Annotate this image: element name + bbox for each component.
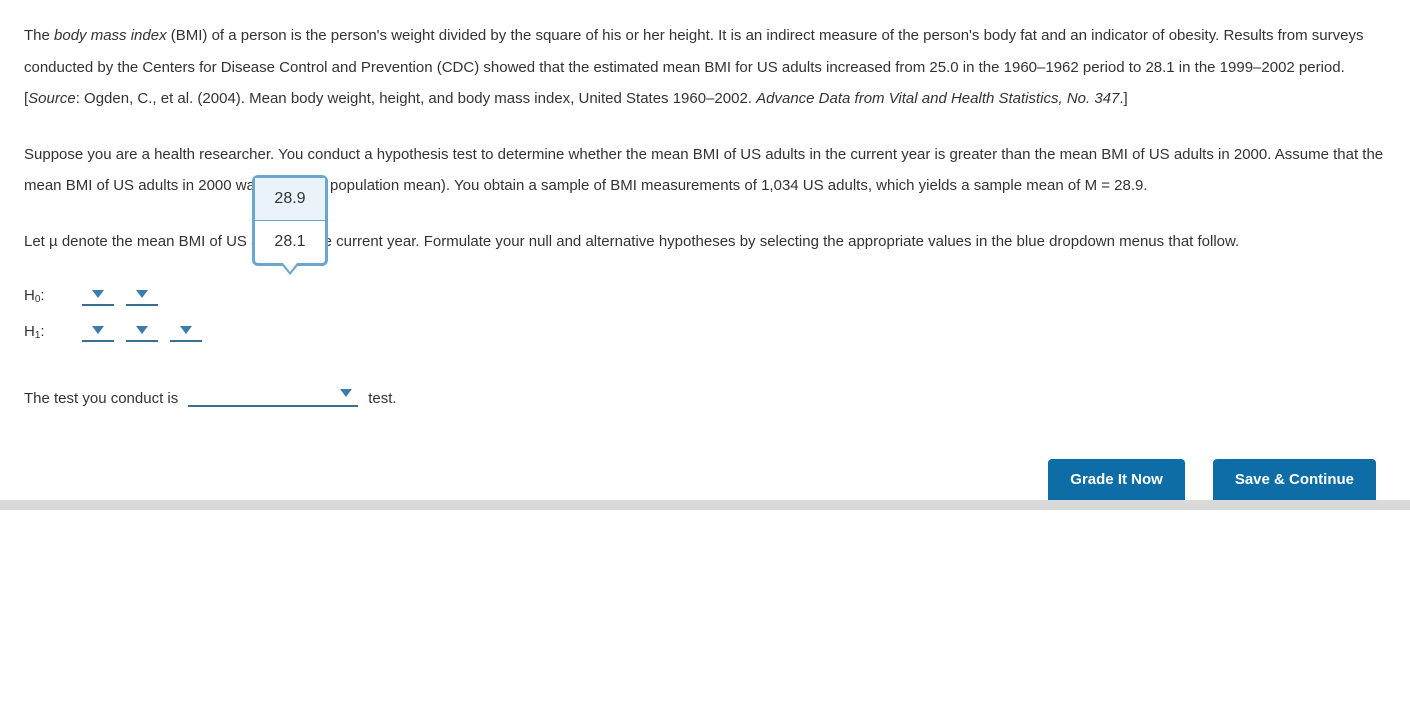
chevron-down-icon: [92, 290, 104, 298]
dropdown-option[interactable]: 28.9: [255, 178, 325, 220]
h1-dropdown-2[interactable]: [126, 320, 158, 342]
text: The test you conduct is: [24, 390, 178, 407]
text: 0: [35, 294, 41, 305]
chevron-down-icon: [136, 290, 148, 298]
h0-row: H0:: [24, 281, 1386, 309]
popup-notch: [280, 263, 300, 275]
dropdown-popup: 28.9 28.1: [252, 175, 328, 266]
text: H: [24, 323, 35, 340]
source-label: Source: [28, 90, 76, 107]
text: : Ogden, C., et al. (2004). Mean body we…: [76, 90, 756, 107]
chevron-down-icon: [92, 326, 104, 334]
test-type-dropdown[interactable]: [188, 381, 358, 407]
save-continue-button[interactable]: Save & Continue: [1213, 459, 1376, 500]
h1-dropdown-1[interactable]: [82, 320, 114, 342]
chevron-down-icon: [136, 326, 148, 334]
h1-dropdown-3[interactable]: [170, 320, 202, 342]
dropdown-option[interactable]: 28.1: [255, 220, 325, 263]
h0-dropdown-2[interactable]: [126, 284, 158, 306]
action-button-bar: Grade It Now Save & Continue: [24, 459, 1386, 500]
h0-dropdown-1[interactable]: [82, 284, 114, 306]
chevron-down-icon: [180, 326, 192, 334]
intro-paragraph-2: Suppose you are a health researcher. You…: [24, 139, 1386, 202]
h1-label: H1:: [24, 323, 82, 340]
intro-paragraph-1: The body mass index (BMI) of a person is…: [24, 20, 1386, 115]
grade-button[interactable]: Grade It Now: [1048, 459, 1185, 500]
journal-title: Advance Data from Vital and Health Stati…: [756, 90, 1119, 107]
test-type-sentence: The test you conduct is test.: [24, 381, 1386, 407]
text: H: [24, 287, 35, 304]
text: The: [24, 27, 54, 44]
footer-strip: [0, 500, 1410, 510]
hypotheses-block: 28.9 28.1 H0: H1:: [24, 281, 1386, 345]
intro-paragraph-3: Let µ denote the mean BMI of US adults i…: [24, 226, 1386, 258]
text: 1: [35, 330, 41, 341]
text: .]: [1119, 90, 1127, 107]
h1-row: H1:: [24, 317, 1386, 345]
text: :: [40, 323, 44, 340]
h0-label: H0:: [24, 287, 82, 304]
text: test.: [368, 390, 396, 407]
chevron-down-icon: [340, 389, 352, 397]
bmi-term: body mass index: [54, 27, 167, 44]
text: :: [40, 287, 44, 304]
